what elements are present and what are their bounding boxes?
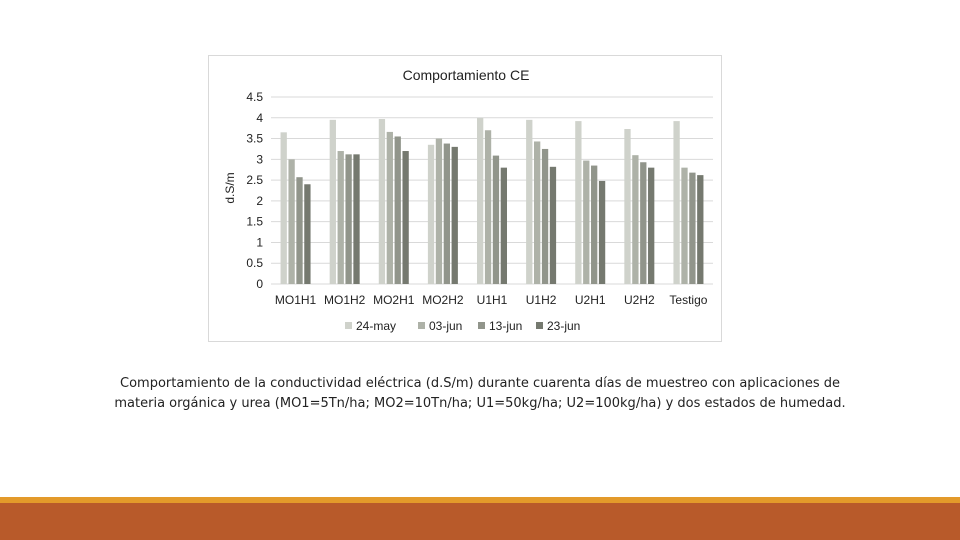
bar-13-jun-U1H2 <box>541 148 549 284</box>
bar-13-jun-MO1H2 <box>345 154 352 284</box>
legend-swatch-24-may <box>345 322 352 329</box>
bar-03-jun-Testigo <box>681 167 688 284</box>
bar-23-jun-MO1H2 <box>353 154 360 284</box>
y-tick-label: 2 <box>256 194 263 208</box>
y-tick-label: 3 <box>256 152 263 166</box>
grid-lines <box>271 96 713 285</box>
x-tick-label: MO2H2 <box>422 293 464 307</box>
y-tick-label: 1 <box>256 235 263 249</box>
y-axis-label: d.S/m <box>223 172 237 203</box>
bar-24-may-MO1H2 <box>329 119 336 284</box>
y-tick-label: 2.5 <box>246 173 263 187</box>
bar-24-may-U1H1 <box>477 117 484 285</box>
x-tick-label: MO1H1 <box>275 293 317 307</box>
bar-23-jun-Testigo <box>697 175 704 284</box>
bar-03-jun-U2H1 <box>583 160 590 284</box>
bar-24-may-MO2H1 <box>378 119 386 284</box>
bar-23-jun-MO2H2 <box>451 146 458 284</box>
y-tick-label: 0 <box>256 277 263 291</box>
bar-03-jun-MO1H2 <box>337 151 344 284</box>
bar-03-jun-MO2H2 <box>435 138 443 284</box>
y-tick-label: 1.5 <box>246 215 263 229</box>
legend-label: 03-jun <box>429 319 462 333</box>
x-tick-label: U1H2 <box>526 293 557 307</box>
chart-title: Comportamiento CE <box>403 67 530 83</box>
bar-23-jun-MO2H1 <box>402 151 409 284</box>
y-tick-label: 3.5 <box>246 132 263 146</box>
legend-swatch-03-jun <box>418 322 425 329</box>
bars <box>280 117 704 285</box>
y-tick-labels: 0 0.5 1 1.5 2 2.5 3 3.5 4 4.5 <box>246 90 263 291</box>
bar-13-jun-MO1H1 <box>296 177 303 284</box>
bar-03-jun-U1H2 <box>534 141 541 284</box>
bar-23-jun-MO1H1 <box>304 184 311 284</box>
x-tick-labels: MO1H1 MO1H2 MO2H1 MO2H2 U1H1 U1H2 U2H1 U2H2 Test… <box>275 293 708 307</box>
legend-label: 13-jun <box>489 319 522 333</box>
bar-24-may-U1H2 <box>526 119 533 284</box>
figure-caption: Comportamiento de la conductividad eléct… <box>114 376 846 411</box>
x-tick-label: MO1H2 <box>324 293 366 307</box>
bar-13-jun-U2H2 <box>640 162 647 284</box>
bar-24-may-MO1H1 <box>280 132 287 284</box>
legend: 24-may 03-jun 13-jun 23-jun <box>345 319 580 333</box>
x-tick-label: U1H1 <box>477 293 508 307</box>
legend-label: 24-may <box>356 319 396 333</box>
bar-23-jun-U1H1 <box>500 167 507 284</box>
bar-24-may-U2H1 <box>575 121 582 284</box>
y-tick-label: 4.5 <box>246 90 263 104</box>
bar-03-jun-U2H2 <box>632 155 639 284</box>
bar-13-jun-Testigo <box>689 172 696 284</box>
bar-03-jun-MO2H1 <box>386 131 393 284</box>
legend-swatch-23-jun <box>536 322 543 329</box>
bar-13-jun-U2H1 <box>591 165 598 284</box>
bar-24-may-U2H2 <box>624 128 631 284</box>
bar-03-jun-MO1H1 <box>288 159 295 284</box>
x-tick-label: Testigo <box>669 293 707 307</box>
x-tick-label: MO2H1 <box>373 293 415 307</box>
x-tick-label: U2H2 <box>624 293 655 307</box>
footer-band-accent <box>0 497 960 503</box>
bar-24-may-MO2H2 <box>427 144 435 284</box>
legend-swatch-13-jun <box>478 322 485 329</box>
chart-svg: Comportamiento CE d.S/m 0 0.5 1 1.5 2 2.5 3 3.5… <box>223 67 713 333</box>
x-tick-label: U2H1 <box>575 293 606 307</box>
bar-23-jun-U2H1 <box>598 180 606 284</box>
bar-23-jun-U1H2 <box>549 166 557 284</box>
bar-03-jun-U1H1 <box>484 130 492 284</box>
bar-13-jun-MO2H2 <box>443 143 450 284</box>
bar-23-jun-U2H2 <box>648 167 655 284</box>
bar-24-may-Testigo <box>673 121 680 284</box>
bar-13-jun-U1H1 <box>492 155 500 284</box>
y-tick-label: 4 <box>256 111 263 125</box>
footer-band <box>0 497 960 540</box>
bar-13-jun-MO2H1 <box>394 136 401 284</box>
y-tick-label: 0.5 <box>246 256 263 270</box>
legend-label: 23-jun <box>547 319 580 333</box>
chart-frame: Comportamiento CE d.S/m 0 0.5 1 1.5 2 2.5 3 3.5… <box>208 55 722 342</box>
